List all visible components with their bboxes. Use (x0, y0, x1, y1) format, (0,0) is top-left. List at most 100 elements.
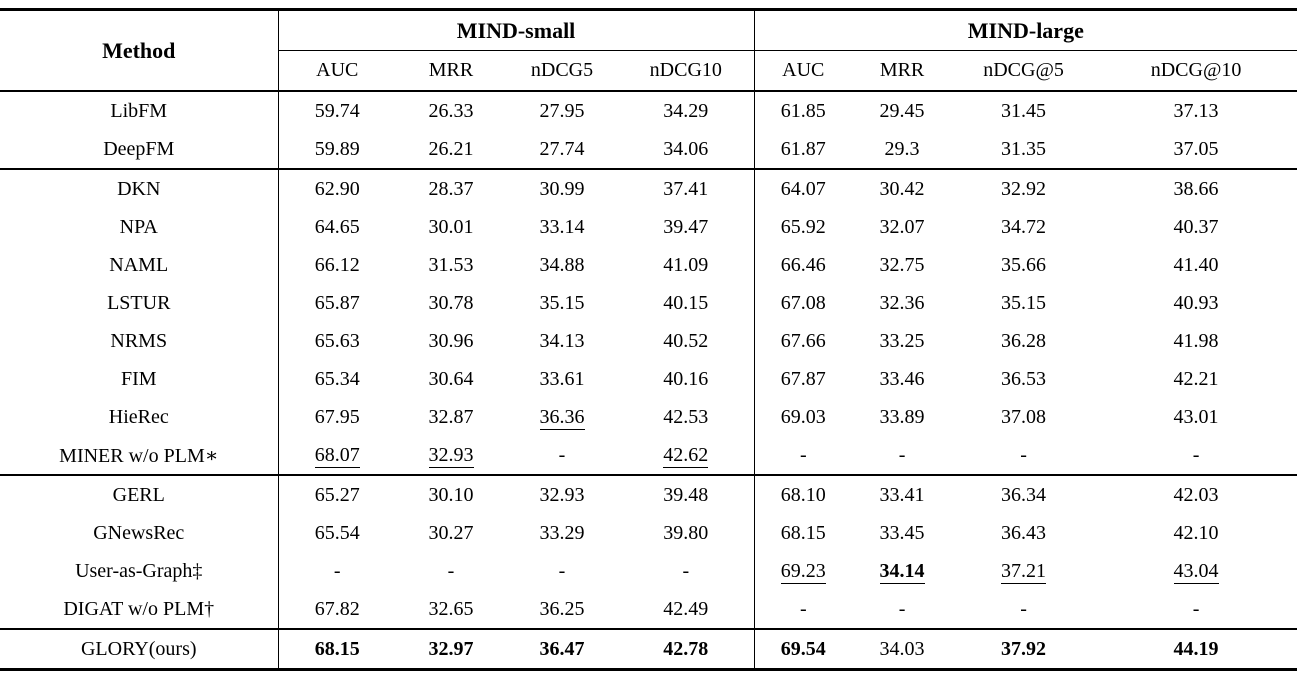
method-cell: LibFM (110, 99, 168, 122)
metric-value: - (898, 597, 906, 620)
metric-value: 31.35 (1001, 137, 1047, 160)
metric-value: 66.46 (780, 253, 826, 276)
metric-value: 32.36 (879, 291, 925, 314)
value-cell: 31.35 (952, 130, 1096, 170)
metric-value: 32.87 (428, 405, 474, 428)
value-cell: 64.07 (753, 169, 853, 208)
metric-value: 30.64 (428, 367, 474, 390)
value-cell: 28.37 (396, 169, 506, 208)
value-cell: 30.10 (396, 475, 506, 514)
value-cell: 34.06 (618, 130, 755, 170)
table-row: DeepFM 59.89 26.21 27.74 34.06 61.87 29.3 31.35… (0, 130, 1297, 170)
value-cell: 42.03 (1095, 475, 1297, 514)
value-cell: 44.19 (1095, 629, 1297, 670)
metric-value: 34.29 (663, 99, 709, 122)
value-cell: 42.10 (1095, 514, 1297, 552)
value-cell: 65.63 (277, 322, 396, 360)
metric-value: 33.46 (879, 367, 925, 390)
metric-value: 42.53 (663, 405, 709, 428)
value-cell: 40.37 (1095, 208, 1297, 246)
value-cell: 61.87 (753, 130, 853, 170)
metric-value: 28.37 (428, 177, 474, 200)
value-cell: 32.07 (852, 208, 952, 246)
metric-value: 29.3 (884, 137, 920, 160)
metric-value: 65.92 (780, 215, 826, 238)
metric-value: 67.66 (780, 329, 826, 352)
value-cell: 59.74 (277, 91, 396, 130)
value-cell: 42.53 (618, 398, 754, 436)
metric-value: 30.10 (428, 483, 474, 506)
table-row: HieRec 67.95 32.87 36.36 42.53 69.03 33.89 37.0… (0, 398, 1297, 436)
metric-value: 68.10 (780, 483, 826, 506)
value-cell: 34.13 (506, 322, 618, 360)
method-cell: User-as-Graph‡ (75, 559, 203, 582)
value-cell: 29.45 (852, 91, 952, 130)
metric-value: 26.21 (428, 137, 474, 160)
metric-value: 34.88 (539, 253, 585, 276)
value-cell: 36.28 (952, 322, 1095, 360)
metric-value: 40.37 (1173, 215, 1219, 238)
table-row: LibFM 59.74 26.33 27.95 34.29 61.85 29.45 31.45… (0, 91, 1297, 130)
metric-value: 33.61 (539, 367, 585, 390)
value-cell: 43.01 (1095, 398, 1297, 436)
value-cell: 41.40 (1095, 246, 1297, 284)
value-cell: - (277, 552, 396, 590)
metric-value: - (333, 559, 341, 582)
metric-value: - (1192, 443, 1200, 466)
table-row: LSTUR 65.87 30.78 35.15 40.15 67.08 32.36 35.15… (0, 284, 1297, 322)
value-cell: 33.41 (852, 475, 952, 514)
header-metric-row: AUC MRR nDCG5 nDCG10 AUC MRR nDCG@5 nDCG… (0, 50, 1297, 92)
table-body: LibFM 59.74 26.33 27.95 34.29 61.85 29.45 31.45… (0, 91, 1297, 670)
metric-value: 33.41 (879, 483, 925, 506)
value-cell: 65.87 (277, 284, 396, 322)
value-cell: 36.53 (952, 360, 1095, 398)
metric-value: - (447, 559, 455, 582)
metric-value: 35.66 (1001, 253, 1047, 276)
metric-value: 36.43 (1001, 521, 1047, 544)
metric-value: 41.09 (663, 253, 709, 276)
table-row: NRMS 65.63 30.96 34.13 40.52 67.66 33.25 36.28 4… (0, 322, 1297, 360)
value-cell: - (1095, 590, 1297, 630)
value-cell: 30.27 (396, 514, 506, 552)
metric-value: 40.52 (663, 329, 709, 352)
header-group-row: Method MIND-small MIND-large (0, 9, 1297, 92)
value-cell: 33.14 (506, 208, 618, 246)
value-cell: 36.47 (506, 629, 618, 670)
column-header-large-mrr: MRR (852, 50, 953, 92)
value-cell: 37.05 (1095, 130, 1297, 170)
metric-value: 64.07 (780, 177, 826, 200)
metric-value: 30.01 (428, 215, 474, 238)
metric-value: - (1192, 597, 1200, 620)
value-cell: 34.14 (852, 552, 952, 590)
value-cell: 59.89 (277, 130, 396, 170)
value-cell: 34.88 (506, 246, 618, 284)
metric-value: 37.41 (663, 177, 709, 200)
value-cell: 26.21 (396, 130, 506, 170)
value-cell: 68.10 (753, 475, 853, 514)
value-cell: 32.87 (396, 398, 506, 436)
value-cell: 67.66 (753, 322, 853, 360)
metric-value: 30.78 (428, 291, 474, 314)
metric-value: - (898, 443, 906, 466)
metric-value: 40.15 (663, 291, 709, 314)
value-cell: 36.34 (952, 475, 1095, 514)
value-cell: 39.48 (618, 475, 754, 514)
metric-value: 37.13 (1173, 99, 1219, 122)
column-header-large-ndcg10: nDCG@10 (1095, 50, 1297, 92)
value-cell: 27.74 (506, 130, 618, 170)
value-cell: 40.16 (618, 360, 754, 398)
metric-value: 36.25 (539, 597, 585, 620)
value-cell: 26.33 (396, 91, 506, 130)
column-header-small-ndcg10: nDCG10 (618, 50, 755, 92)
metric-value: - (558, 559, 566, 582)
value-cell: 65.54 (277, 514, 396, 552)
metric-value: 32.93 (428, 443, 474, 468)
metric-value: 65.34 (314, 367, 360, 390)
metric-value: 66.12 (314, 253, 360, 276)
column-group-mind-large: MIND-large (753, 9, 1297, 51)
metric-value: 35.15 (539, 291, 585, 314)
value-cell: 32.92 (952, 169, 1095, 208)
metric-value: 33.29 (539, 521, 585, 544)
method-cell: DKN (117, 177, 161, 200)
value-cell: 36.25 (506, 590, 618, 630)
